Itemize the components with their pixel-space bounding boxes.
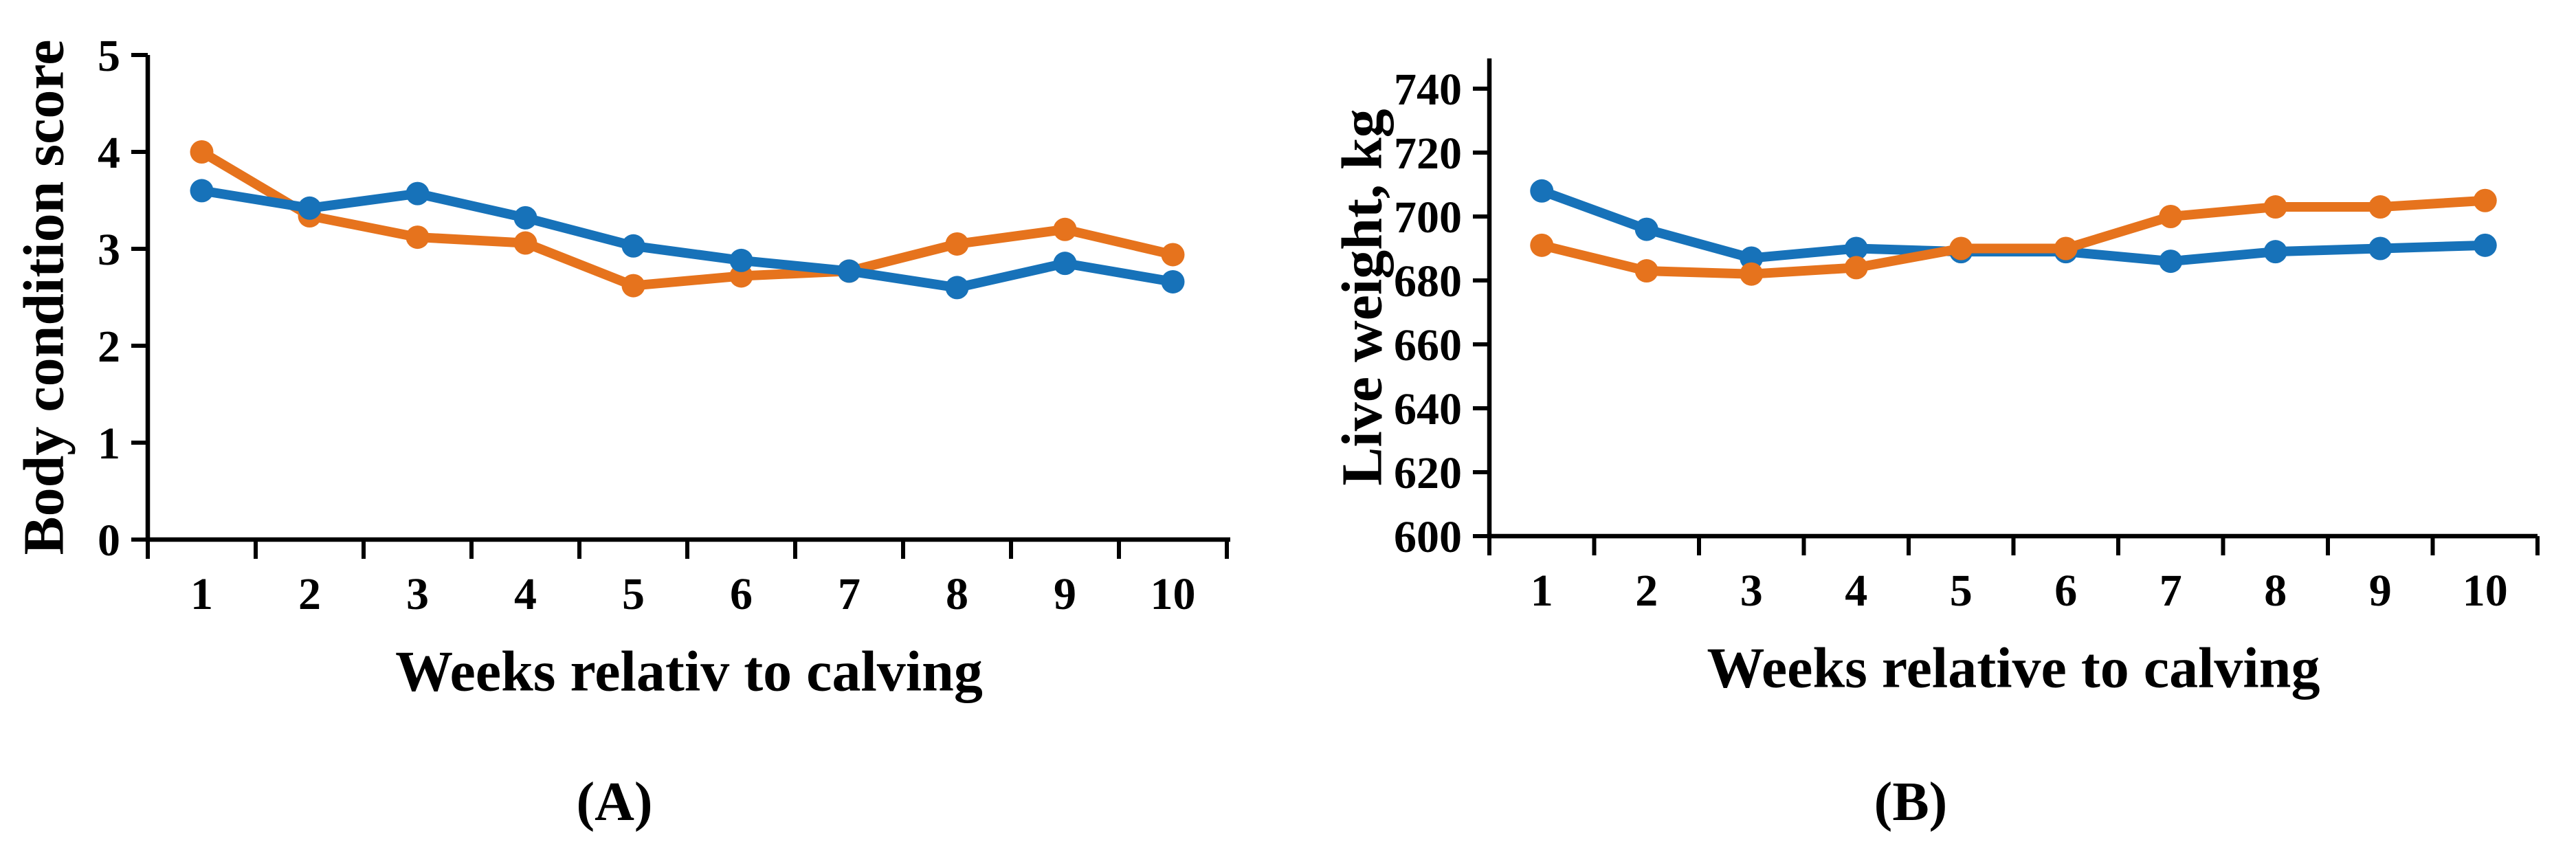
panel-b-x-tick-label: 8 <box>2264 566 2287 616</box>
panel-a-series-blue-marker <box>406 181 430 206</box>
panel-a-series-orange-marker <box>513 231 537 255</box>
panel-b-series-orange-marker <box>2159 205 2183 228</box>
chart-a-body-condition-score: 0 1 2 3 4 5 1 2 3 4 5 6 7 8 9 10 Weeks relativ to calvin… <box>12 31 1230 703</box>
panel-a-x-tick-label: 2 <box>298 569 321 619</box>
panel-a-series-orange-marker <box>190 140 214 164</box>
panel-b-series-orange-marker <box>2473 188 2497 212</box>
panel-a-series-orange-marker <box>1161 243 1185 267</box>
panel-a-series-blue-marker <box>1053 252 1077 276</box>
panel-b-x-tick-label: 7 <box>2159 566 2182 616</box>
panel-b-series-blue <box>1530 179 2497 274</box>
panel-a-x-tick-label: 5 <box>622 569 645 619</box>
panel-a-series-orange-marker <box>406 225 430 250</box>
panel-b-series-orange-marker <box>2368 195 2392 219</box>
panel-b-x-tick-label: 3 <box>1740 566 1763 616</box>
panel-b-x-tick-label: 2 <box>1635 566 1658 616</box>
panel-a-x-tick-label: 6 <box>730 569 753 619</box>
panel-a-series-orange-marker <box>945 232 969 256</box>
panel-b-series-orange-line <box>1537 195 2490 279</box>
panel-b-y-tick-label: 720 <box>1394 129 1462 179</box>
panel-a-x-tick-label: 4 <box>514 569 537 619</box>
panel-b-y-tick-label: 740 <box>1394 65 1462 115</box>
panel-b-series-blue-marker <box>2368 236 2392 261</box>
panel-b-x-tick-label: 9 <box>2369 566 2392 616</box>
panel-a-series-orange-marker <box>621 274 645 298</box>
panel-b-series-blue-marker <box>1740 246 1764 270</box>
panel-a-x-axis-title: Weeks relativ to calving <box>395 639 983 703</box>
panel-b-series-blue-marker <box>1530 179 1554 203</box>
panel-a-y-tick-label: 0 <box>98 516 120 566</box>
panel-b-series-orange-marker <box>2263 195 2287 219</box>
panel-b-series-orange-marker <box>1530 233 1554 257</box>
panel-b-series-blue-marker <box>1844 236 1868 261</box>
panel-a-series-blue-marker <box>837 259 861 283</box>
panel-a-series-blue-marker <box>729 248 753 272</box>
panel-a-series-orange-line <box>197 147 1178 291</box>
panel-b-y-tick-label: 700 <box>1394 192 1462 243</box>
panel-b-series-blue-marker <box>1634 217 1658 241</box>
panel-a-x-tick-label: 3 <box>406 569 429 619</box>
panel-a-x-tick-label: 1 <box>190 569 213 619</box>
panel-a-x-tick-label: 7 <box>838 569 860 619</box>
panel-a-series-blue-marker <box>513 206 537 230</box>
panel-b-y-axis-title: Live weight, kg <box>1330 109 1394 485</box>
panel-b-series-blue-marker <box>2473 233 2497 257</box>
panel-b-series-orange-marker <box>1844 256 1868 280</box>
panel-b-series-blue-marker <box>2159 250 2183 274</box>
caption-a: (A) <box>576 772 653 832</box>
chart-b-live-weight: 600 620 640 660 680 700 720 740 1 2 3 4 5 6 7 8 9 10 Weeks… <box>1330 58 2540 700</box>
panel-a-x-tick-label: 9 <box>1054 569 1076 619</box>
panel-b-live-weight: 600 620 640 660 680 700 720 740 1 2 3 4 5 6 7 8 9 10 Weeks… <box>1288 0 2576 853</box>
panel-b-series-orange-marker <box>1634 259 1658 283</box>
panel-b-y-tick-label: 600 <box>1394 512 1462 562</box>
panel-a-series-blue <box>190 179 1185 300</box>
panel-b-series-orange-marker <box>1740 262 1764 286</box>
panel-b-series-orange-marker <box>2054 236 2078 261</box>
panel-b-x-tick-label: 1 <box>1531 566 1553 616</box>
panel-b-x-tick-label: 4 <box>1845 566 1867 616</box>
panel-a-y-tick-label: 1 <box>98 419 120 469</box>
panel-a-series-blue-marker <box>945 276 969 300</box>
panel-a-series-orange-marker <box>1053 217 1077 241</box>
panel-a-y-tick-label: 3 <box>98 225 120 275</box>
panel-a-series-blue-marker <box>1161 269 1185 293</box>
panel-b-x-tick-label: 6 <box>2054 566 2077 616</box>
panel-b-series-orange <box>1530 188 2497 286</box>
panel-a-y-tick-label: 2 <box>98 322 120 372</box>
panel-b-y-tick-label: 620 <box>1394 448 1462 498</box>
panel-a-series-blue-marker <box>298 196 322 220</box>
panel-a-x-tick-label: 10 <box>1151 569 1196 619</box>
panel-a-body-condition: 0 1 2 3 4 5 1 2 3 4 5 6 7 8 9 10 Weeks relativ to calvin… <box>12 31 1230 832</box>
panel-a-x-tick-label: 8 <box>946 569 968 619</box>
panel-b-series-blue-marker <box>2263 240 2287 264</box>
panel-a-series-blue-line <box>197 186 1178 293</box>
panel-a-y-tick-label: 4 <box>98 128 120 178</box>
panel-a-y-tick-label: 5 <box>98 31 120 81</box>
panel-b-x-tick-label: 10 <box>2463 566 2508 616</box>
panel-a-y-axis-title: Body condition score <box>12 40 76 555</box>
panel-b-series-orange-marker <box>1949 236 1973 261</box>
panel-b-y-tick-label: 680 <box>1394 256 1462 307</box>
caption-b: (B) <box>1874 772 1948 832</box>
panel-a-series-blue-marker <box>190 179 214 203</box>
panel-b-x-axis-title: Weeks relative to calving <box>1707 636 2320 700</box>
panel-b-y-tick-label: 660 <box>1394 320 1462 370</box>
panel-a-series-blue-marker <box>621 234 645 258</box>
panel-b-y-tick-label: 640 <box>1394 384 1462 434</box>
panel-b-x-tick-label: 5 <box>1950 566 1973 616</box>
